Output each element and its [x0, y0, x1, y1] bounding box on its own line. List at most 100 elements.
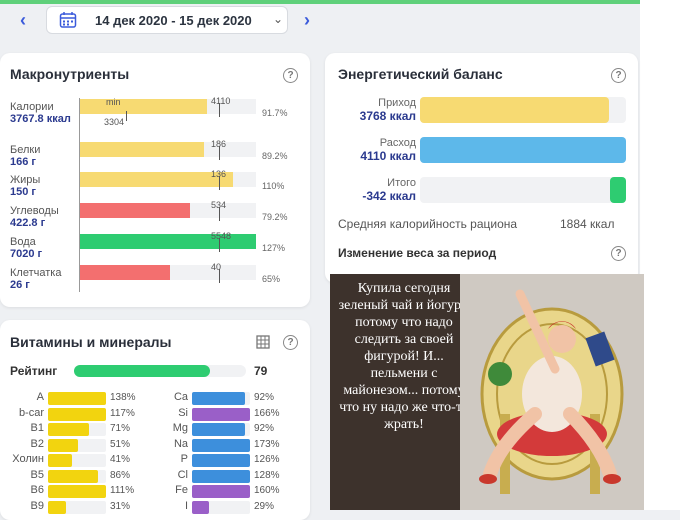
macro-target-tick [219, 176, 221, 190]
energy-row-label: Расход 4110 ккал [338, 137, 416, 163]
prev-period-chevron-icon[interactable]: ‹ [20, 10, 26, 30]
vitamin-bar [48, 392, 106, 405]
mineral-bar-fill [192, 469, 250, 483]
vitamin-percent: 51% [110, 438, 131, 450]
mineral-bar [192, 469, 250, 483]
vitamin-bar-fill [48, 469, 98, 483]
macro-target-value: 186 [211, 139, 227, 149]
macro-percent: 127% [262, 243, 286, 253]
energy-name: Приход [378, 97, 416, 109]
mineral-percent: 92% [254, 423, 275, 434]
macro-target-value: 136 [211, 169, 227, 179]
macro-name: Клетчатка [10, 267, 62, 279]
help-icon[interactable]: ? [283, 335, 298, 350]
pinup-illustration [460, 274, 644, 510]
mineral-bar [192, 438, 250, 452]
date-range-picker[interactable]: 14 дек 2020 - 15 дек 2020 ⌄ [46, 6, 288, 34]
vitamin-name: b-car [18, 406, 44, 419]
date-range-bar: ‹ 14 дек 2020 - 15 дек 2020 ⌄ › [0, 4, 640, 40]
mineral-name: Cl [177, 468, 188, 481]
macronutrients-title: Макронутриенты [10, 66, 130, 82]
vitamin-name: B1 [30, 422, 44, 434]
mineral-percent: 128% [254, 469, 280, 481]
help-icon[interactable]: ? [283, 68, 298, 83]
macro-name: Жиры [10, 174, 41, 186]
vitamin-bar [48, 423, 106, 436]
macro-name: Вода [10, 236, 36, 248]
macro-row-label: Калории 3767.8 ккал [10, 101, 78, 125]
date-range-text: 14 дек 2020 - 15 дек 2020 [95, 13, 252, 28]
vitamin-percent: 41% [110, 454, 131, 465]
macro-value: 3767.8 ккал [10, 113, 71, 125]
macro-bar [80, 203, 256, 218]
mineral-bar-fill [192, 423, 246, 436]
macro-row-label: Углеводы 422.8 г [10, 205, 78, 229]
energy-row-label: Итого -342 ккал [338, 177, 416, 203]
macro-bar-fill [80, 172, 233, 187]
macro-row-label: Жиры 150 г [10, 174, 78, 198]
macro-bar [80, 142, 256, 157]
meme-image: Купила сегодня зеленый чай и йогурт, пот… [330, 274, 644, 510]
vitamin-bar-fill [48, 423, 90, 436]
help-icon[interactable]: ? [611, 68, 626, 83]
next-period-chevron-icon[interactable]: › [304, 10, 310, 30]
mineral-name: Si [178, 406, 188, 419]
macro-bar-fill [80, 142, 205, 157]
vitamin-percent: 86% [110, 469, 131, 481]
macro-bar-fill [80, 234, 256, 249]
vitamin-bar [48, 500, 106, 514]
vitamin-name: A [36, 391, 44, 403]
macro-value: 422.8 г [10, 217, 46, 229]
mineral-name: Na [173, 437, 188, 450]
macro-axis-line [79, 98, 80, 292]
macro-value: 26 г [10, 279, 30, 291]
vitamin-bar-fill [48, 407, 106, 421]
mineral-bar-fill [192, 407, 250, 421]
macro-bar [80, 234, 256, 249]
macro-target-tick [219, 146, 221, 160]
mineral-bar-fill [192, 500, 209, 514]
macro-target-tick [219, 103, 221, 117]
vitamin-bar [48, 454, 106, 467]
macro-target-value: 5548 [211, 231, 232, 241]
macro-target-value: 40 [211, 262, 222, 272]
vitamin-bar [48, 469, 106, 483]
macro-percent: 89.2% [262, 151, 288, 161]
mineral-bar [192, 454, 250, 467]
vitamin-percent: 111% [110, 485, 135, 496]
mineral-bar [192, 407, 250, 421]
macro-value: 7020 г [10, 248, 43, 260]
macro-target-value: 534 [211, 200, 227, 210]
mineral-bar [192, 392, 250, 405]
vitamin-name: B2 [30, 437, 44, 450]
mineral-name: Fe [175, 484, 188, 496]
macro-value: 150 г [10, 186, 36, 198]
energy-value: 4110 ккал [360, 149, 416, 163]
energy-balance-card [325, 53, 638, 283]
avg-calories-label: Средняя калорийность рациона [338, 217, 518, 231]
vitamin-bar [48, 407, 106, 421]
macro-target-value: 4110 [211, 96, 231, 106]
macro-value: 166 г [10, 156, 36, 168]
table-icon[interactable] [256, 335, 270, 349]
energy-name: Итого [387, 177, 416, 189]
vitamin-name: B5 [30, 468, 44, 481]
mineral-name: I [184, 499, 188, 512]
vitamin-bar-fill [48, 438, 78, 452]
vitamin-name: Холин [12, 453, 44, 465]
macro-name: Углеводы [10, 205, 59, 217]
vitamin-bar-fill [48, 454, 72, 467]
mineral-percent: 126% [254, 454, 280, 465]
rating-bar [74, 365, 246, 377]
mineral-name: P [180, 453, 188, 465]
rating-bar-fill [74, 365, 210, 377]
help-icon[interactable]: ? [611, 246, 626, 261]
energy-bar [420, 97, 626, 123]
mineral-bar-fill [192, 392, 246, 405]
energy-name: Расход [379, 137, 416, 149]
macro-bar [80, 172, 256, 187]
mineral-percent: 160% [254, 485, 280, 496]
macro-bar [80, 99, 256, 114]
mineral-percent: 166% [254, 407, 280, 419]
vitamin-name: B6 [30, 484, 44, 496]
